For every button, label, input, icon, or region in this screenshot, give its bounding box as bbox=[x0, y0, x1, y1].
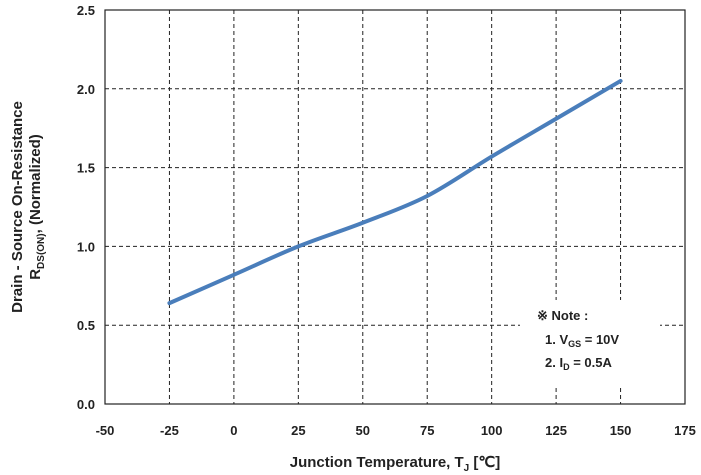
y-axis-title-line2: RDS(ON), (Normalized) bbox=[27, 134, 47, 280]
data-point bbox=[425, 194, 429, 198]
y-axis-title-rest: , (Normalized) bbox=[27, 134, 44, 233]
note-line1-subscript: GS bbox=[568, 339, 581, 349]
note-line2-subscript: D bbox=[563, 362, 570, 372]
y-axis-title-subscript: DS(ON) bbox=[36, 233, 47, 269]
note-line2-suffix: = 0.5A bbox=[570, 355, 613, 370]
x-tick-label: -25 bbox=[160, 423, 179, 438]
note-title: ※ Note : bbox=[537, 308, 588, 323]
note-background bbox=[520, 300, 660, 386]
data-point bbox=[232, 273, 236, 277]
note-line2: 2. ID = 0.5A bbox=[545, 355, 612, 372]
x-tick-label: 75 bbox=[420, 423, 434, 438]
note-annotation: ※ Note : 1. VGS = 10V 2. ID = 0.5A bbox=[520, 300, 660, 386]
y-tick-label: 0.0 bbox=[77, 397, 95, 412]
x-tick-label: -50 bbox=[96, 423, 115, 438]
x-axis-title-subscript: J bbox=[464, 463, 470, 474]
x-tick-label: 50 bbox=[356, 423, 370, 438]
y-tick-label: 2.5 bbox=[77, 3, 95, 18]
y-axis-title-line1: Drain - Source On-Resistance bbox=[9, 101, 26, 313]
x-tick-label: 0 bbox=[230, 423, 237, 438]
y-axis-title: Drain - Source On-Resistance RDS(ON), (N… bbox=[9, 101, 47, 313]
x-tick-label: 125 bbox=[545, 423, 567, 438]
note-line2-prefix: 2. I bbox=[545, 355, 563, 370]
data-point bbox=[361, 221, 365, 225]
x-axis-title-unit: [℃] bbox=[469, 454, 500, 471]
x-tick-label: 25 bbox=[291, 423, 305, 438]
y-tick-label: 1.0 bbox=[77, 239, 95, 254]
y-tick-label: 1.5 bbox=[77, 161, 95, 176]
plot-frame bbox=[104, 9, 686, 405]
y-tick-label: 2.0 bbox=[77, 82, 95, 97]
data-point bbox=[167, 301, 171, 305]
x-axis-title: Junction Temperature, TJ [℃] bbox=[290, 454, 501, 474]
x-axis-title-main: Junction Temperature, T bbox=[290, 454, 464, 471]
data-point bbox=[296, 244, 300, 248]
x-tick-label: 175 bbox=[674, 423, 696, 438]
x-tick-label: 100 bbox=[481, 423, 503, 438]
data-point bbox=[490, 155, 494, 159]
series-line bbox=[167, 78, 623, 306]
y-axis-title-symbol: R bbox=[27, 269, 44, 280]
data-point bbox=[554, 117, 558, 121]
note-line1-prefix: 1. V bbox=[545, 332, 568, 347]
note-line1-suffix: = 10V bbox=[581, 332, 619, 347]
x-tick-label: 150 bbox=[610, 423, 632, 438]
note-line1: 1. VGS = 10V bbox=[545, 332, 619, 349]
data-point bbox=[619, 79, 623, 83]
y-tick-label: 0.5 bbox=[77, 318, 95, 333]
